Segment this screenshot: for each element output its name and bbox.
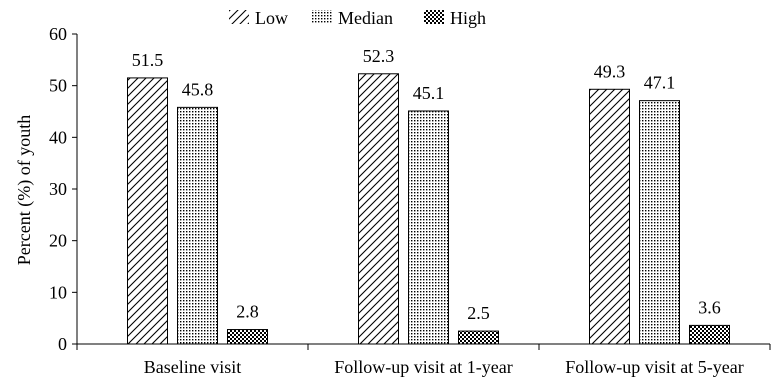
y-tick-label: 40 (49, 127, 67, 147)
bar-high-2 (689, 324, 730, 345)
bar-low-2 (589, 88, 630, 345)
data-label: 2.8 (236, 302, 259, 322)
data-label: 51.5 (132, 50, 164, 70)
legend: Low Median High (229, 8, 486, 28)
bar-low-1 (358, 73, 399, 345)
data-label: 49.3 (594, 61, 626, 81)
legend-label: Median (338, 8, 393, 28)
legend-label: Low (255, 8, 288, 28)
y-tick-label: 0 (58, 334, 67, 354)
data-labels: 51.5 52.3 49.3 45.8 45.1 47.1 2.8 2.5 3.6 (132, 46, 721, 323)
legend-label: High (450, 8, 486, 28)
data-label: 2.5 (467, 303, 490, 323)
y-axis-label: Percent (%) of youth (14, 115, 35, 265)
data-label: 45.8 (182, 79, 214, 99)
data-label: 45.1 (413, 83, 445, 103)
bar-median-2 (639, 100, 680, 345)
legend-swatch-high (424, 10, 444, 24)
x-category-label: Follow-up visit at 5-year (565, 357, 743, 377)
y-tick-label: 60 (49, 24, 67, 44)
bar-median-1 (408, 110, 449, 345)
bar-high-1 (458, 330, 499, 345)
x-axis: Baseline visit Follow-up visit at 1-year F… (76, 343, 771, 377)
x-category-label: Follow-up visit at 1-year (334, 357, 512, 377)
y-tick-label: 30 (49, 179, 67, 199)
y-tick-label: 50 (49, 76, 67, 96)
bar-low-0 (127, 77, 168, 345)
legend-swatch-low (229, 10, 249, 24)
y-axis: 0 10 20 30 40 50 60 (49, 24, 78, 354)
data-label: 3.6 (698, 297, 721, 317)
y-tick-label: 10 (49, 282, 67, 302)
bar-median-0 (177, 106, 218, 345)
legend-swatch-median (312, 10, 332, 24)
y-tick-label: 20 (49, 231, 67, 251)
x-category-label: Baseline visit (144, 357, 242, 377)
bars (127, 73, 730, 345)
data-label: 47.1 (644, 73, 676, 93)
data-label: 52.3 (363, 46, 395, 66)
bar-high-0 (227, 329, 268, 345)
